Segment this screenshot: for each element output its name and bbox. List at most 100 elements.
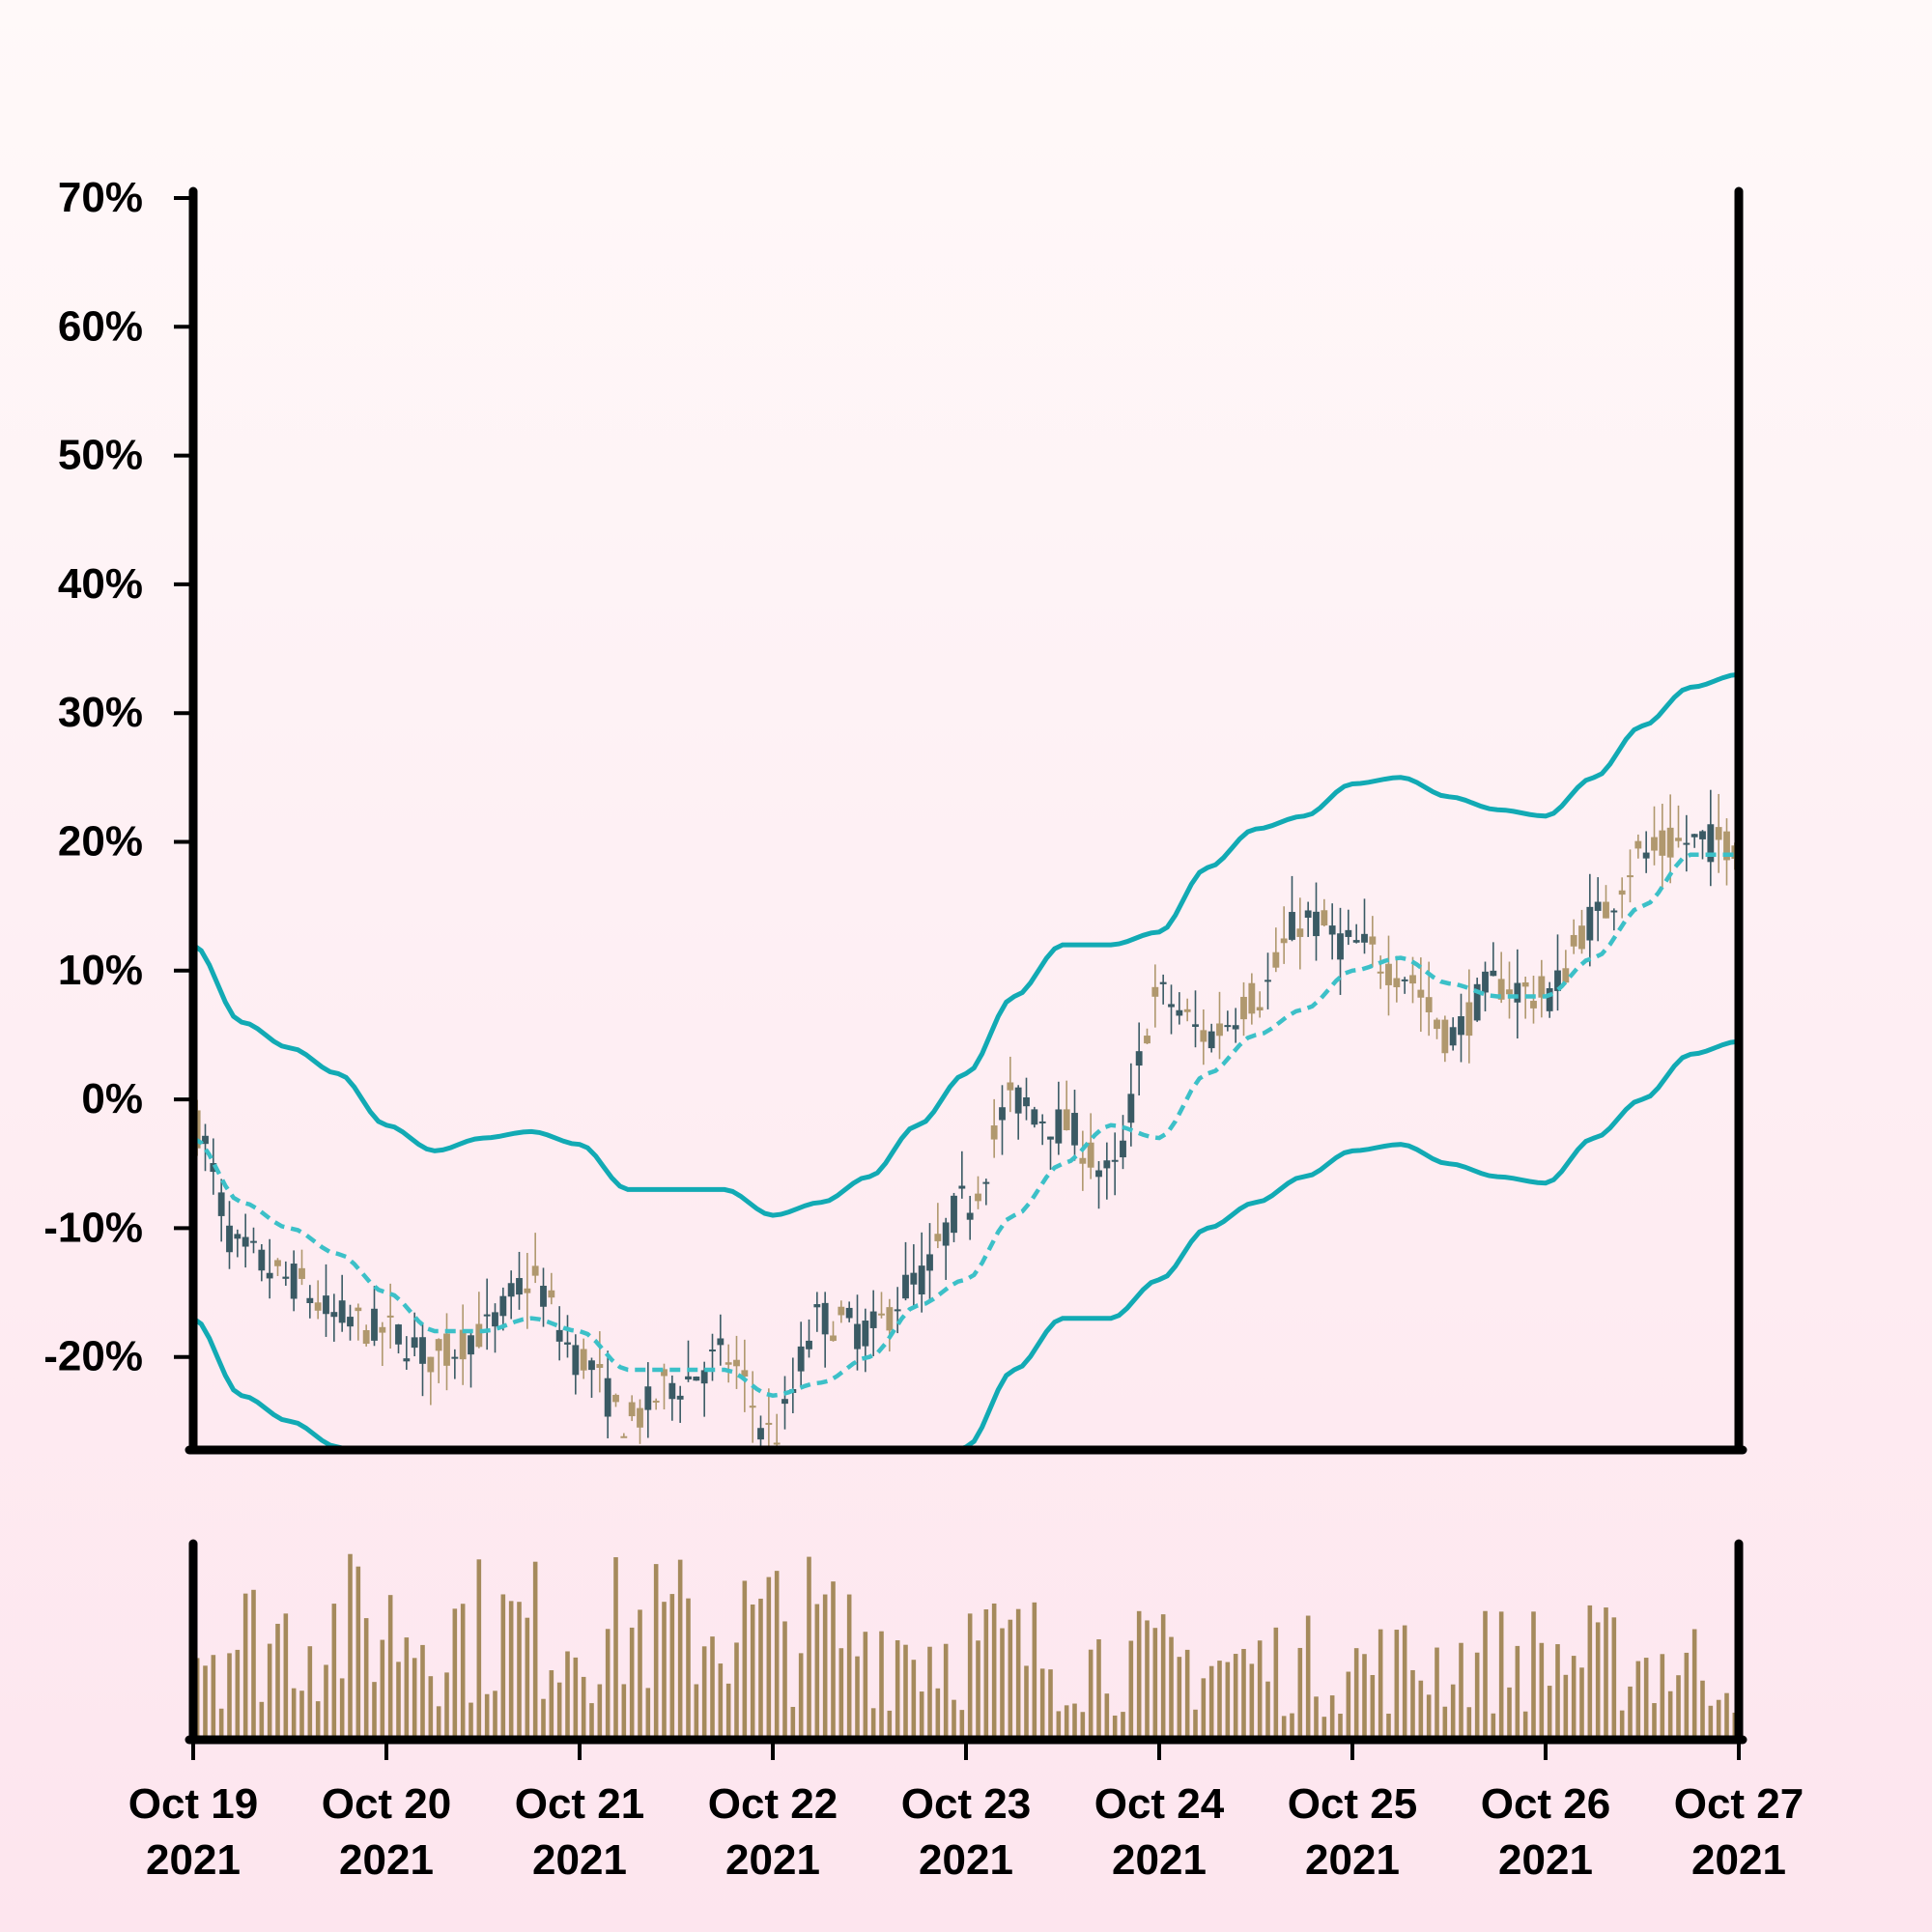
volume-bar	[1362, 1654, 1367, 1737]
volume-bar	[1201, 1678, 1207, 1737]
moving-average-line	[193, 852, 1739, 1398]
volume-bar	[1072, 1703, 1077, 1737]
x-tick-label-year: 2021	[339, 1836, 434, 1884]
candle-body	[1441, 1019, 1449, 1054]
volume-bar	[1321, 1717, 1327, 1737]
volume-bar	[1048, 1669, 1053, 1737]
candle-body	[1176, 1009, 1183, 1016]
candle-body	[1554, 970, 1561, 991]
volume-bar	[879, 1631, 884, 1737]
volume-bar	[1184, 1649, 1190, 1737]
candle-body	[1651, 837, 1658, 851]
candle-body	[1385, 963, 1392, 985]
x-tick-label: Oct 19	[128, 1780, 259, 1828]
candle-body	[1038, 1121, 1046, 1123]
candle-body	[202, 1135, 209, 1145]
candle-body	[580, 1349, 587, 1371]
volume-bar	[638, 1609, 642, 1737]
candle-body	[1232, 1025, 1239, 1030]
candle-body	[1425, 997, 1433, 1012]
candle-body	[403, 1358, 411, 1362]
volume-bar	[1000, 1628, 1005, 1737]
candle-body	[1168, 1004, 1175, 1008]
volume-bar	[242, 1593, 248, 1737]
volume-series	[194, 1553, 1738, 1737]
volume-bar	[1032, 1602, 1037, 1737]
candle-body	[290, 1264, 298, 1299]
candle-body	[604, 1378, 611, 1417]
candle-body	[1465, 1002, 1473, 1037]
volume-bar	[291, 1688, 297, 1737]
candle-body	[749, 1406, 756, 1408]
volume-bar	[1716, 1699, 1721, 1737]
candle-body	[1514, 982, 1521, 1003]
candle-body	[1192, 1024, 1199, 1027]
volume-bar	[267, 1643, 272, 1737]
volume-bar	[734, 1642, 739, 1737]
volume-bar	[967, 1613, 973, 1737]
volume-bar	[1378, 1629, 1383, 1737]
volume-bar	[1483, 1610, 1488, 1737]
candle-body	[838, 1306, 845, 1316]
volume-bar	[380, 1639, 385, 1737]
volume-bar	[983, 1608, 989, 1737]
candle-body	[676, 1395, 684, 1400]
candle-body	[1135, 1051, 1143, 1066]
y-tick-label: -20%	[43, 1333, 143, 1380]
volume-bar	[991, 1603, 997, 1737]
volume-bar	[919, 1691, 924, 1737]
volume-bar	[469, 1702, 473, 1737]
volume-bar	[1474, 1652, 1480, 1737]
candle-body	[733, 1359, 740, 1367]
candle-body	[1490, 970, 1497, 977]
volume-bar	[476, 1559, 482, 1737]
volume-bar	[1691, 1629, 1697, 1737]
candle-body	[1497, 979, 1505, 1000]
candle-body	[419, 1337, 426, 1364]
candle-body	[1715, 827, 1722, 840]
candle-body	[773, 1442, 781, 1445]
candle-body	[700, 1370, 708, 1384]
candle-body	[1296, 928, 1304, 937]
volume-bar	[1128, 1640, 1134, 1737]
candle-body	[1023, 1096, 1030, 1107]
volume-bar	[846, 1594, 852, 1737]
volume-bar	[822, 1594, 828, 1737]
x-tick-label-year: 2021	[1498, 1836, 1593, 1884]
volume-bar	[774, 1571, 780, 1737]
candle-body	[588, 1360, 595, 1371]
candle-body	[830, 1335, 837, 1342]
candle-body	[524, 1288, 531, 1293]
volume-bar	[1555, 1644, 1560, 1737]
volume-bar	[653, 1564, 659, 1737]
volume-bar	[1160, 1614, 1166, 1737]
candle-body	[685, 1376, 692, 1380]
candle-body	[1586, 906, 1594, 941]
volume-bar	[589, 1703, 594, 1737]
x-tick-label: Oct 21	[515, 1780, 645, 1828]
volume-bar	[1112, 1715, 1118, 1737]
volume-bar	[251, 1589, 256, 1737]
candle-body	[1642, 852, 1650, 859]
volume-bar	[299, 1690, 304, 1737]
candle-body	[338, 1300, 346, 1323]
candle-body	[628, 1402, 636, 1417]
candle-body	[717, 1338, 724, 1346]
volume-bar	[1498, 1611, 1504, 1737]
candle-body	[1434, 1019, 1440, 1030]
volume-bar	[525, 1617, 530, 1737]
candle-body	[1345, 929, 1352, 937]
y-tick-label: 50%	[58, 432, 143, 479]
candle-body	[443, 1333, 450, 1366]
volume-bar	[1635, 1661, 1641, 1737]
candle-body	[1594, 901, 1602, 911]
candle-body	[1610, 910, 1618, 913]
candle-body	[1482, 971, 1489, 993]
candle-body	[217, 1192, 225, 1216]
volume-bar	[1595, 1622, 1601, 1737]
candle-body	[1449, 1027, 1457, 1046]
volume-bar	[348, 1553, 353, 1737]
candle-body	[862, 1321, 869, 1347]
candle-body	[1304, 910, 1312, 919]
volume-bar	[1507, 1687, 1512, 1737]
